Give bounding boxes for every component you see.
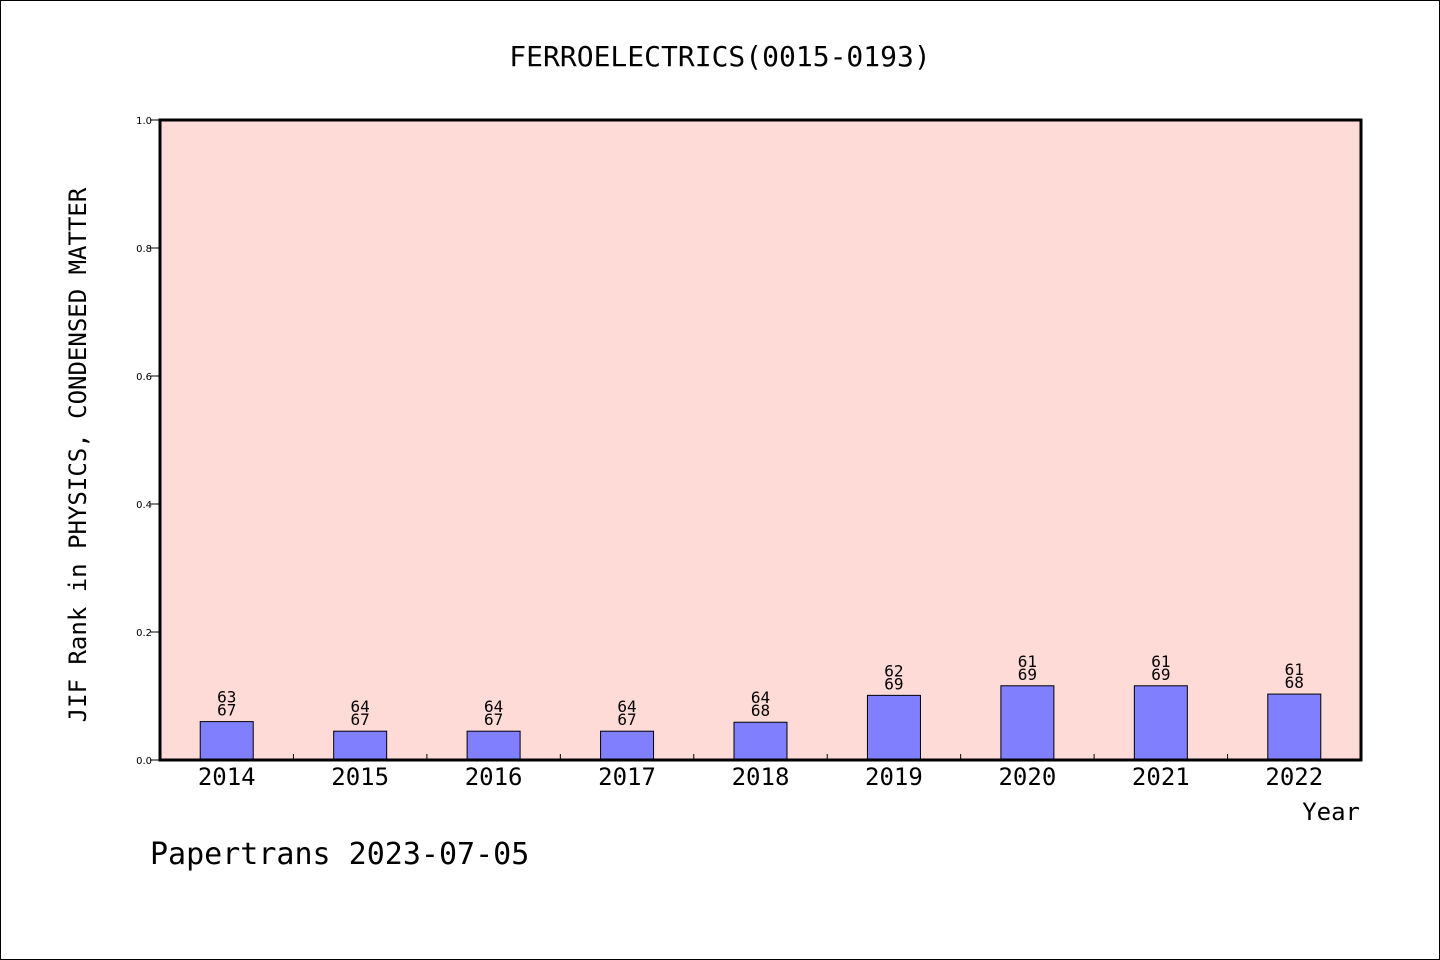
x-tick-label: 2014 — [198, 763, 256, 791]
y-tick-label: 0.6 — [136, 372, 152, 383]
bar-rank-label: 62 — [884, 661, 903, 680]
bar-total-label: 68 — [751, 701, 770, 720]
bar-2021 — [1133, 685, 1188, 761]
x-tick-label: 2020 — [998, 763, 1056, 791]
y-axis-label: JIF Rank in PHYSICS, CONDENSED MATTER — [64, 187, 92, 722]
bar-2019 — [866, 694, 921, 761]
bar-rank-label: 64 — [617, 697, 636, 716]
bar-rank-label: 64 — [751, 688, 770, 707]
bar-total-label: 67 — [217, 701, 236, 720]
bar-rank-label: 64 — [484, 697, 503, 716]
x-axis: 2014 2015 2016 2017 2018 2019 2020 2021 2022 — [198, 754, 1323, 791]
footer-credit: Papertrans 2023-07-05 — [150, 837, 529, 872]
bar-2022 — [1267, 693, 1322, 761]
x-tick-label: 2022 — [1265, 763, 1323, 791]
bar-rank-label: 61 — [1151, 652, 1170, 671]
x-tick-label: 2021 — [1132, 763, 1190, 791]
plot-area — [160, 120, 1361, 760]
bar-2016 — [466, 730, 521, 761]
x-tick-label: 2019 — [865, 763, 923, 791]
bar-rank-label: 61 — [1285, 660, 1304, 679]
x-tick-label: 2018 — [732, 763, 790, 791]
bar-rank-label: 61 — [1018, 652, 1037, 671]
y-tick-label: 0.8 — [136, 244, 152, 255]
bar-2014 — [199, 721, 254, 761]
y-tick-label: 1.0 — [136, 116, 152, 127]
x-axis-label: Year — [1302, 798, 1360, 826]
bar-total-label: 68 — [1285, 673, 1304, 692]
bar-total-label: 69 — [1151, 665, 1170, 684]
bar-2015 — [333, 730, 388, 761]
y-tick-label: 0.0 — [136, 756, 152, 767]
bar-2020 — [1000, 685, 1055, 761]
y-tick-label: 0.4 — [136, 500, 152, 511]
bar-total-label: 67 — [351, 710, 370, 729]
x-tick-label: 2015 — [331, 763, 389, 791]
bar-rank-label: 63 — [217, 688, 236, 707]
chart-title: FERROELECTRICS(0015-0193) — [509, 40, 930, 73]
bar-total-label: 69 — [884, 674, 903, 693]
x-tick-label: 2017 — [598, 763, 656, 791]
bar-2018 — [733, 721, 788, 761]
y-axis: 0.0 0.2 0.4 0.6 0.8 1.0 — [136, 116, 160, 767]
x-tick-label: 2016 — [465, 763, 523, 791]
bar-2017 — [600, 730, 655, 761]
bar-rank-label: 64 — [351, 697, 370, 716]
bar-total-label: 67 — [484, 710, 503, 729]
plot-frame — [158, 118, 1363, 762]
bar-total-label: 67 — [617, 710, 636, 729]
y-tick-label: 0.2 — [136, 628, 152, 639]
bar-total-label: 69 — [1018, 665, 1037, 684]
